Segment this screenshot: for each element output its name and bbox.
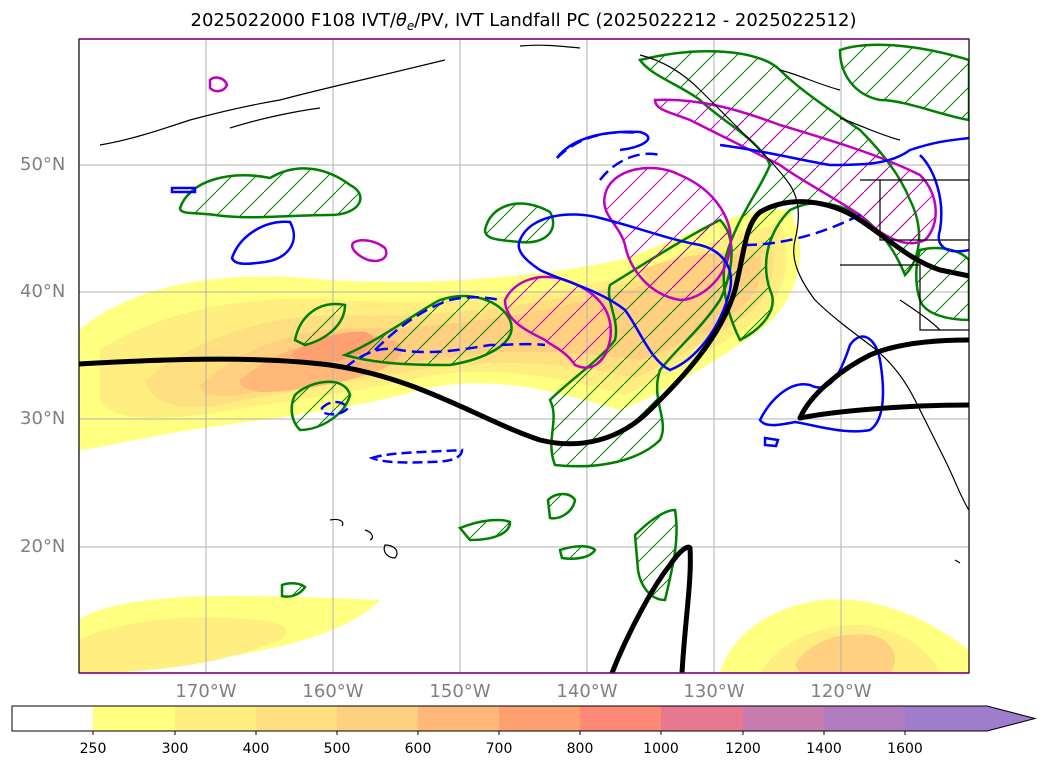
- colorbar-label: 700: [485, 741, 513, 757]
- colorbar-label: 1000: [643, 741, 679, 757]
- colorbar-label: 400: [242, 741, 270, 757]
- lon-label-120w: 120°W: [810, 681, 872, 702]
- lon-label-130w: 130°W: [683, 681, 745, 702]
- lon-label-150w: 150°W: [429, 681, 491, 702]
- map-title: 2025022000 F108 IVT/θe/PV, IVT Landfall …: [190, 10, 857, 33]
- lat-label-20n: 20°N: [20, 536, 66, 557]
- colorbar-label: 600: [404, 741, 432, 757]
- colorbar-label: 500: [323, 741, 351, 757]
- colorbar-label: 1600: [887, 741, 923, 757]
- lon-label-140w: 140°W: [556, 681, 618, 702]
- ivt-shading: [79, 209, 969, 673]
- colorbar-label: 1200: [725, 741, 761, 757]
- ivt-bottom-left-2: [79, 617, 287, 673]
- colorbar: [11, 705, 1037, 735]
- coastlines: [99, 44, 969, 564]
- lon-label-170w: 170°W: [175, 681, 237, 702]
- pv-contours-magenta: [208, 76, 937, 369]
- colorbar-label: 1400: [806, 741, 842, 757]
- lat-label-30n: 30°N: [20, 408, 66, 429]
- pv-contours-blue: [170, 130, 969, 464]
- lon-label-160w: 160°W: [302, 681, 364, 702]
- colorbar-label: 300: [161, 741, 189, 757]
- colorbar-label: 800: [566, 741, 594, 757]
- lat-label-40n: 40°N: [20, 281, 66, 302]
- colorbar-label: 250: [79, 741, 107, 757]
- ivt-bottom-right-3: [795, 634, 895, 673]
- lat-label-50n: 50°N: [20, 154, 66, 175]
